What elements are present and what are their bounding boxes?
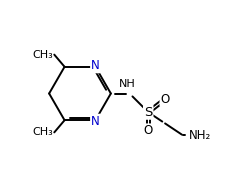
Text: O: O <box>144 124 153 137</box>
Text: NH: NH <box>119 79 136 89</box>
Text: CH₃: CH₃ <box>32 50 53 60</box>
Text: S: S <box>144 106 153 119</box>
Text: NH₂: NH₂ <box>188 129 211 142</box>
Text: N: N <box>91 59 100 72</box>
Text: CH₃: CH₃ <box>32 127 53 137</box>
Text: O: O <box>160 93 170 106</box>
Text: N: N <box>91 115 100 128</box>
